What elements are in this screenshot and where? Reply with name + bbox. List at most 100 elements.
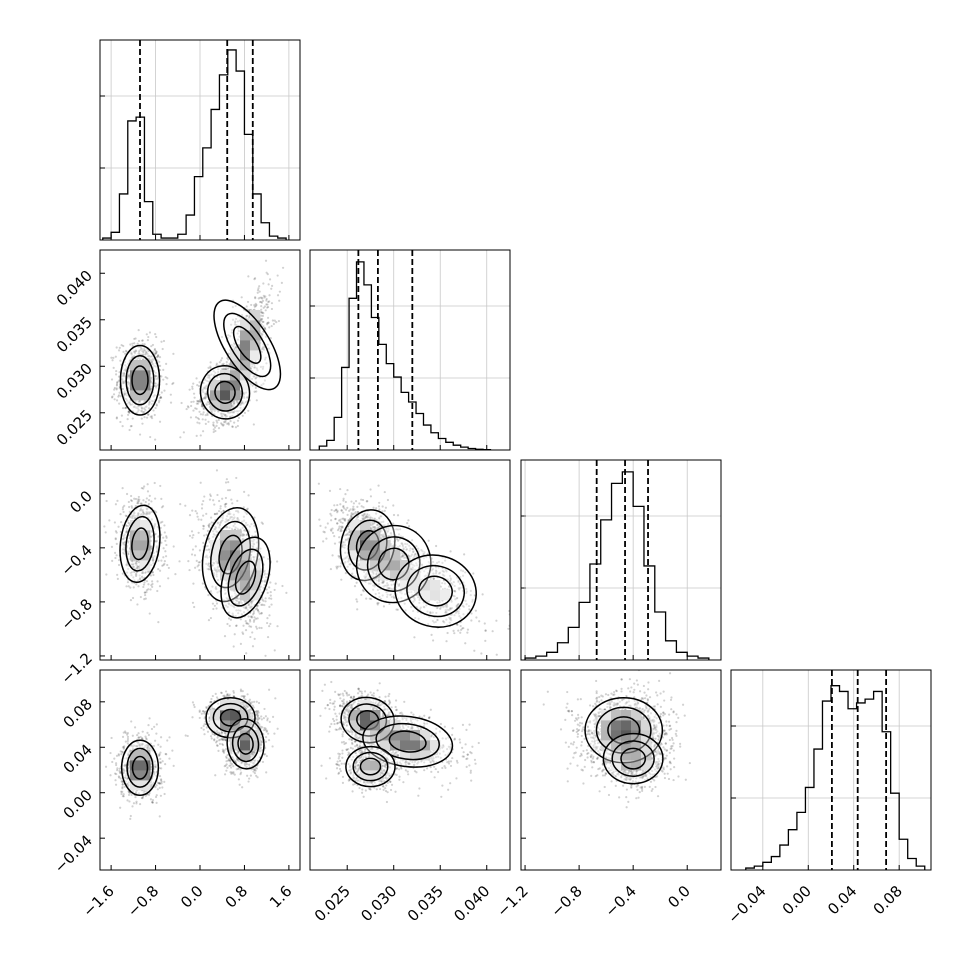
scatter-point <box>154 406 157 410</box>
scatter-point <box>140 512 143 516</box>
scatter-point <box>219 412 223 415</box>
scatter-point <box>202 411 205 414</box>
scatter-point <box>160 506 164 509</box>
scatter-point <box>145 512 148 515</box>
scatter-point <box>258 612 261 615</box>
scatter-point <box>230 411 233 414</box>
scatter-point <box>357 559 360 563</box>
scatter-point <box>223 420 226 424</box>
scatter-point <box>216 493 219 497</box>
scatter-point <box>217 570 220 573</box>
density-cell <box>130 380 141 391</box>
scatter-point <box>264 597 267 600</box>
scatter-point <box>268 625 271 628</box>
scatter-point <box>135 573 138 576</box>
scatter-point <box>198 422 201 425</box>
scatter-point <box>207 366 210 369</box>
scatter-point <box>208 537 211 540</box>
scatter-point <box>148 402 151 405</box>
density-contour <box>227 548 264 607</box>
scatter-point <box>267 347 271 350</box>
scatter-point <box>152 573 155 577</box>
scatter-point <box>151 559 155 563</box>
scatter-point <box>127 552 130 555</box>
scatter-point <box>275 321 278 324</box>
scatter-point <box>117 563 121 567</box>
scatter-point <box>254 386 257 389</box>
scatter-point <box>154 333 157 336</box>
scatter-point <box>232 517 235 520</box>
scatter-point <box>260 612 263 615</box>
scatter-point <box>141 569 144 573</box>
scatter-point <box>153 481 156 485</box>
density-cell <box>230 370 241 381</box>
scatter-point <box>145 351 148 354</box>
scatter-point <box>213 512 217 516</box>
scatter-point <box>254 377 257 380</box>
scatter-point <box>127 522 130 525</box>
scatter-point <box>196 399 199 403</box>
scatter-point <box>126 399 129 402</box>
scatter-point <box>144 409 147 412</box>
scatter-point <box>136 566 139 570</box>
scatter-point <box>123 372 126 375</box>
scatter-point <box>191 601 195 604</box>
scatter-point <box>258 557 261 561</box>
scatter-point <box>146 483 149 486</box>
density-cell <box>240 580 251 591</box>
scatter-point <box>244 629 248 632</box>
scatter-point <box>162 563 165 567</box>
scatter-point <box>253 556 256 559</box>
scatter-point <box>124 406 127 410</box>
scatter-point <box>136 565 139 568</box>
scatter-point <box>249 620 252 623</box>
scatter-point <box>144 591 147 594</box>
scatter-point <box>226 519 229 523</box>
scatter-point <box>240 296 243 299</box>
scatter-point <box>180 401 183 405</box>
histogram-line <box>102 49 287 240</box>
scatter-point <box>115 384 118 387</box>
scatter-point <box>152 395 155 398</box>
scatter-point <box>218 526 221 529</box>
scatter-point <box>152 559 155 562</box>
scatter-point <box>217 427 221 430</box>
scatter-point <box>240 317 243 320</box>
scatter-point <box>139 595 142 599</box>
scatter-point <box>227 598 230 601</box>
scatter-point <box>344 517 347 521</box>
scatter-point <box>210 373 213 376</box>
scatter-point <box>156 377 159 381</box>
scatter-point <box>164 376 167 379</box>
scatter-point <box>253 637 256 640</box>
density-cell <box>230 540 241 551</box>
scatter-point <box>142 571 145 574</box>
scatter-point <box>204 395 207 398</box>
scatter-point <box>154 382 157 385</box>
scatter-point <box>172 352 175 355</box>
scatter-point <box>151 355 154 358</box>
scatter-point <box>187 406 190 409</box>
scatter-point <box>127 401 131 404</box>
scatter-point <box>110 396 114 399</box>
scatter-point <box>205 545 208 548</box>
scatter-point <box>242 632 245 636</box>
scatter-point <box>204 379 207 382</box>
scatter-point <box>221 368 224 371</box>
scatter-point <box>229 335 232 338</box>
scatter-point <box>148 331 152 334</box>
scatter-point <box>115 381 119 384</box>
scatter-point <box>215 530 218 533</box>
scatter-point <box>251 631 254 634</box>
scatter-point <box>147 512 150 515</box>
scatter-point <box>138 509 141 512</box>
scatter-point <box>139 346 143 349</box>
scatter-point <box>130 571 134 574</box>
density-cell <box>130 530 141 541</box>
scatter-point <box>197 563 200 567</box>
scatter-point <box>125 529 128 533</box>
scatter-point <box>213 426 217 429</box>
scatter-point <box>235 476 238 480</box>
scatter-point <box>129 499 133 502</box>
scatter-point <box>226 357 229 360</box>
